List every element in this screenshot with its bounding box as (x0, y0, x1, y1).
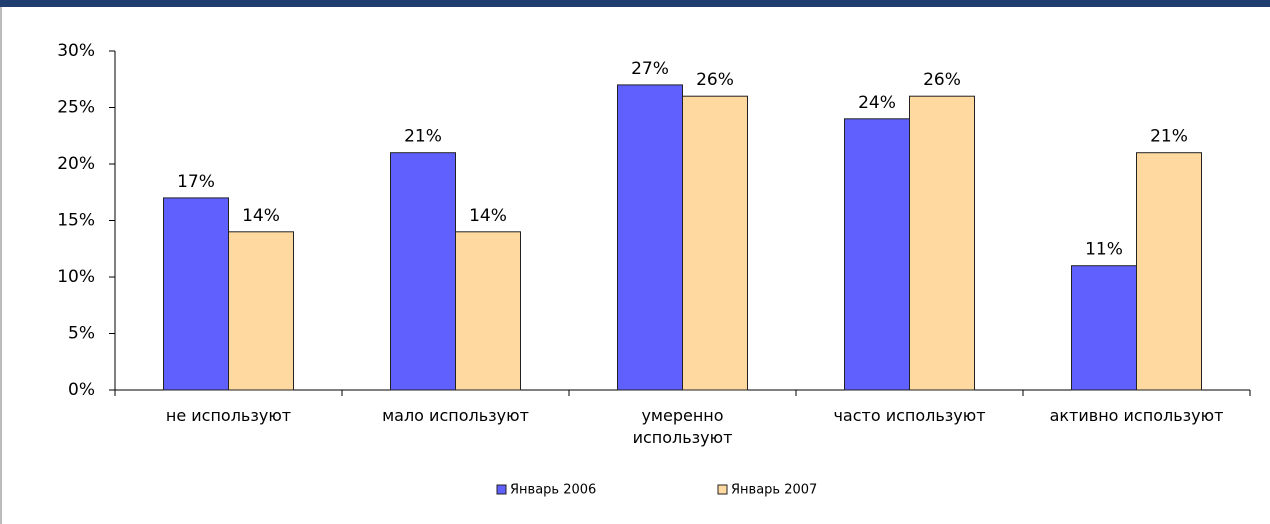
x-tick-label: активно используют (1049, 406, 1224, 425)
data-label: 24% (858, 93, 896, 113)
y-tick-label: 25% (57, 98, 95, 118)
y-tick-label: 30% (57, 41, 95, 61)
legend-label: Январь 2007 (731, 483, 817, 498)
bar (455, 231, 521, 391)
bar (390, 152, 456, 391)
data-label: 14% (469, 206, 507, 226)
data-label: 11% (1085, 240, 1123, 260)
data-label: 21% (404, 127, 442, 147)
bar (163, 197, 229, 391)
legend-swatch (496, 484, 507, 495)
bar (909, 95, 975, 391)
x-tick-label: не используют (165, 406, 292, 425)
x-tick-label: мало используют (382, 406, 529, 425)
data-label: 26% (923, 70, 961, 90)
y-tick-label: 20% (57, 154, 95, 174)
bar (1136, 152, 1202, 391)
x-tick-label: часто используют (833, 406, 986, 425)
bar (844, 118, 910, 391)
data-label: 17% (177, 172, 215, 192)
data-label: 27% (631, 59, 669, 79)
bar (228, 231, 294, 391)
y-tick-label: 0% (68, 380, 95, 400)
y-tick-label: 15% (57, 211, 95, 231)
bar (617, 84, 683, 391)
y-tick-label: 5% (68, 324, 95, 344)
legend-swatch (717, 484, 728, 495)
data-label: 21% (1150, 127, 1188, 147)
x-tick-label: умеренно используют (632, 406, 733, 447)
data-label: 26% (696, 70, 734, 90)
legend-label: Январь 2006 (510, 483, 596, 498)
y-tick-label: 10% (57, 267, 95, 287)
header-band (0, 0, 1270, 7)
bar (682, 95, 748, 391)
data-label: 14% (242, 206, 280, 226)
bar (1071, 265, 1137, 391)
